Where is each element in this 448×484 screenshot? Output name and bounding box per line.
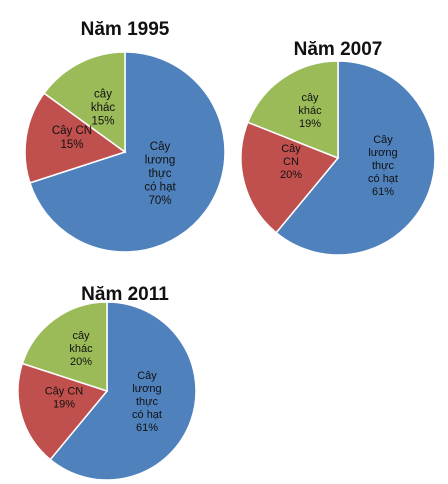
pie-slice	[246, 60, 339, 160]
chart-title: Năm 1995	[81, 19, 170, 40]
pie-slice	[21, 301, 108, 393]
slice-label-line: khác	[69, 343, 93, 355]
slice-data-label: Cây lương thực có hạt 61%	[132, 370, 162, 434]
slice-label-line: Cây CN	[45, 385, 84, 397]
slice-label-line: cây	[72, 330, 90, 342]
pie-slice	[28, 51, 226, 253]
slice-label-line: 61%	[136, 422, 158, 434]
slice-label-line: có hạt	[368, 173, 398, 185]
slice-label-line: 70%	[148, 195, 171, 207]
pie-chart-2: Năm 2011 Cây lương thực có hạt 61% Cây CN 19% câ…	[17, 284, 197, 481]
slice-label-line: thực	[372, 160, 395, 172]
slice-label-line: CN	[283, 156, 299, 168]
slice-label-line: có hạt	[132, 409, 162, 421]
chart-title: Năm 2007	[294, 39, 383, 60]
slice-label-line: 61%	[372, 186, 394, 198]
pie-slice	[17, 362, 109, 461]
slice-data-label: cây khác 19%	[298, 92, 322, 130]
slice-label-line: có hạt	[144, 182, 176, 194]
slice-label-line: Cây	[281, 143, 301, 155]
slice-label-line: khác	[298, 105, 322, 117]
slice-label-line: Cây	[373, 134, 393, 146]
slice-label-line: 20%	[70, 356, 92, 368]
slice-label-line: khác	[91, 102, 116, 114]
pie-slice	[240, 121, 340, 234]
pie-slice	[24, 92, 127, 184]
slice-label-line: 19%	[299, 118, 321, 130]
slice-label-line: cây	[301, 92, 319, 104]
slice-data-label: Cây lương thực có hạt 70%	[144, 141, 176, 207]
slice-label-line: lương	[145, 155, 176, 167]
slice-label-line: thực	[148, 168, 171, 180]
slice-data-label: Cây CN 15%	[52, 125, 92, 151]
slice-label-line: Cây	[137, 370, 157, 382]
slice-data-label: cây khác 15%	[91, 89, 116, 128]
pie-slice	[275, 60, 436, 256]
pie-slice	[43, 51, 126, 154]
slice-label-line: lương	[132, 383, 161, 395]
slice-label-line: cây	[94, 89, 112, 101]
slice-label-line: thực	[136, 396, 159, 408]
slice-data-label: Cây lương thực có hạt 61%	[368, 134, 398, 198]
slice-data-label: Cây CN 20%	[280, 143, 302, 181]
chart-title: Năm 2011	[81, 284, 169, 305]
slice-label-line: 15%	[91, 116, 114, 128]
slice-label-line: Cây	[150, 141, 171, 153]
pie-slice	[49, 301, 197, 481]
slice-label-line: 19%	[53, 398, 75, 410]
slice-label-line: 20%	[280, 169, 302, 181]
slice-label-line: 15%	[60, 139, 83, 151]
slice-label-line: lương	[368, 147, 397, 159]
slice-data-label: Cây CN 19%	[45, 385, 84, 410]
slice-label-line: Cây CN	[52, 125, 92, 137]
slice-data-label: cây khác 20%	[69, 330, 93, 368]
